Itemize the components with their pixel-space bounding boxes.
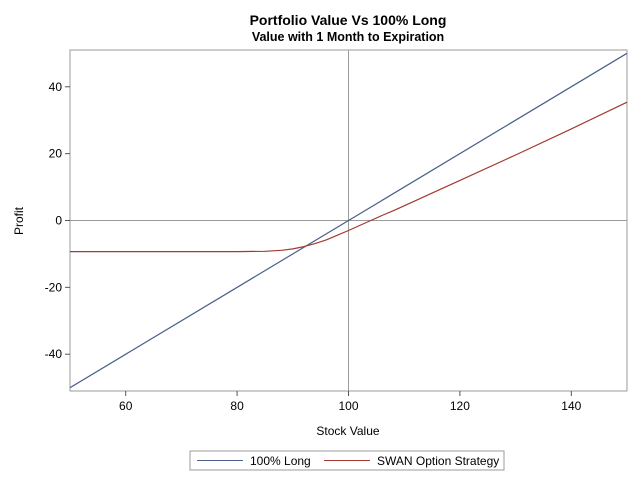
y-tick-label: 40 (49, 80, 63, 94)
series-group (69, 52, 628, 389)
x-tick-label: 80 (230, 399, 244, 413)
x-tick-label: 60 (119, 399, 133, 413)
y-tick-label: -40 (45, 347, 63, 361)
y-tick-label: 0 (55, 214, 62, 228)
x-axis: 60 80 100 120 140 (119, 391, 582, 413)
x-tick-label: 120 (450, 399, 470, 413)
x-tick-label: 100 (338, 399, 358, 413)
legend-label-swan: SWAN Option Strategy (377, 454, 499, 468)
y-tick-label: -20 (45, 280, 63, 294)
x-axis-label: Stock Value (316, 424, 379, 438)
y-axis-label: Profit (12, 206, 26, 235)
chart-title: Portfolio Value Vs 100% Long (250, 12, 447, 28)
y-tick-label: 20 (49, 147, 63, 161)
chart-subtitle: Value with 1 Month to Expiration (252, 30, 444, 44)
legend-label-100-long: 100% Long (250, 454, 311, 468)
y-axis: -40 -20 0 20 40 (45, 80, 70, 361)
series-line-swan-option-strategy (70, 101, 628, 253)
series-line-100-long (69, 52, 628, 389)
legend: 100% Long SWAN Option Strategy (189, 450, 505, 471)
x-tick-label: 140 (561, 399, 581, 413)
